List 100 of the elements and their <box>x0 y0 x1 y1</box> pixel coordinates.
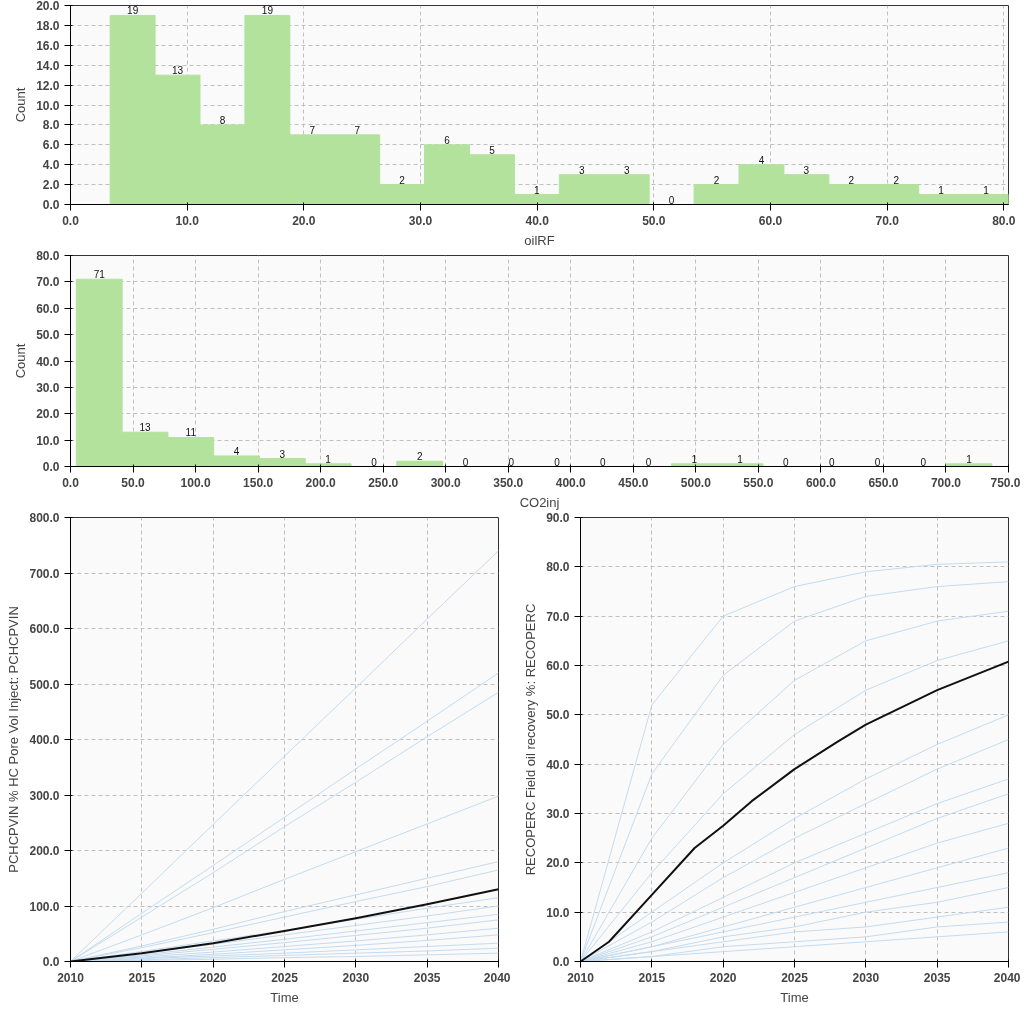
data-label: 3 <box>579 164 586 176</box>
data-label: 0 <box>554 456 561 468</box>
y-tick-label: 10.0 <box>36 98 60 113</box>
data-label: 11 <box>185 427 197 439</box>
x-axis-title: oilRF <box>524 232 555 248</box>
data-label: 0 <box>462 456 469 468</box>
x-tick-label: 2030 <box>852 970 880 985</box>
y-tick-label: 50.0 <box>546 708 570 723</box>
data-label: 0 <box>668 194 675 206</box>
x-tick-label: 250.0 <box>368 475 399 490</box>
data-label: 1 <box>691 453 698 465</box>
data-label: 3 <box>623 164 630 176</box>
y-axis-title: PCHCPVIN % HC Pore Vol Inject: PCHCPVIN <box>6 606 22 873</box>
data-label: 0 <box>645 456 652 468</box>
data-label: 71 <box>93 269 106 281</box>
y-axis-title: RECOPERC Field oil recovery %: RECOPERC <box>523 603 539 876</box>
data-label: 5 <box>489 144 496 156</box>
x-tick-label: 2035 <box>923 970 951 985</box>
y-tick-label: 20.0 <box>546 856 570 871</box>
data-label: 1 <box>983 184 990 196</box>
data-label: 0 <box>371 456 378 468</box>
data-label: 1 <box>325 453 332 465</box>
x-axis-title: Time <box>270 989 299 1005</box>
y-tick-label: 90.0 <box>546 511 570 525</box>
x-tick-label: 70.0 <box>875 213 900 228</box>
x-tick-label: 10.0 <box>175 213 200 228</box>
y-tick-label: 50.0 <box>36 328 60 343</box>
x-tick-label: 500.0 <box>680 475 712 490</box>
x-tick-label: 700.0 <box>930 475 962 490</box>
x-tick-label: 2040 <box>483 970 511 985</box>
data-label: 1 <box>534 184 541 196</box>
x-tick-label: 2020 <box>709 970 737 985</box>
data-label: 2 <box>893 174 900 186</box>
data-label: 1 <box>737 453 744 465</box>
x-tick-label: 50.0 <box>642 213 666 228</box>
y-tick-label: 70.0 <box>36 275 60 290</box>
y-tick-label: 0.0 <box>42 198 60 212</box>
y-tick-label: 500.0 <box>29 677 60 692</box>
y-tick-label: 10.0 <box>546 905 570 920</box>
x-tick-label: 2035 <box>413 970 441 985</box>
x-tick-label: 750.0 <box>990 475 1021 490</box>
x-tick-label: 650.0 <box>868 475 899 490</box>
y-tick-label: 300.0 <box>29 788 60 803</box>
x-tick-label: 150.0 <box>243 475 274 490</box>
data-label: 0 <box>874 456 881 468</box>
x-tick-label: 80.0 <box>992 213 1016 228</box>
y-tick-label: 80.0 <box>36 249 60 263</box>
x-tick-label: 2015 <box>638 970 666 985</box>
y-axis-title: Count <box>13 343 29 379</box>
y-tick-label: 14.0 <box>36 58 60 73</box>
x-tick-label: 0.0 <box>62 213 80 228</box>
x-tick-label: 40.0 <box>525 213 550 228</box>
y-tick-label: 20.0 <box>36 407 60 422</box>
y-tick-label: 2.0 <box>42 178 60 193</box>
data-label: 3 <box>803 164 810 176</box>
data-label: 7 <box>354 124 361 136</box>
y-tick-label: 0.0 <box>552 955 570 969</box>
x-tick-label: 100.0 <box>180 475 211 490</box>
y-tick-label: 60.0 <box>36 301 60 316</box>
x-tick-label: 20.0 <box>292 213 316 228</box>
data-label: 19 <box>127 5 139 17</box>
x-tick-label: 2015 <box>128 970 156 985</box>
y-tick-label: 100.0 <box>29 899 60 914</box>
y-tick-label: 18.0 <box>36 18 60 33</box>
x-tick-label: 2025 <box>781 970 809 985</box>
x-tick-label: 350.0 <box>493 475 524 490</box>
data-label: 0 <box>828 456 835 468</box>
y-tick-label: 8.0 <box>42 118 60 133</box>
y-tick-label: 40.0 <box>36 354 60 369</box>
x-tick-label: 30.0 <box>408 213 433 228</box>
y-tick-label: 700.0 <box>29 566 60 581</box>
y-tick-label: 30.0 <box>36 380 60 395</box>
x-tick-label: 2040 <box>993 970 1021 985</box>
x-tick-label: 2025 <box>271 970 299 985</box>
data-label: 13 <box>171 65 184 77</box>
y-tick-label: 0.0 <box>42 460 60 474</box>
y-tick-label: 400.0 <box>29 733 60 747</box>
x-tick-label: 60.0 <box>758 213 783 228</box>
y-tick-label: 4.0 <box>42 158 60 173</box>
x-tick-label: 2020 <box>199 970 227 985</box>
data-label: 0 <box>783 456 790 468</box>
x-tick-label: 2010 <box>567 970 595 985</box>
data-label: 1 <box>966 453 973 465</box>
data-label: 2 <box>399 174 406 186</box>
x-tick-label: 550.0 <box>743 475 774 490</box>
x-axis-title: Time <box>780 989 809 1005</box>
x-axis-title: CO2inj <box>519 494 560 510</box>
y-tick-label: 12.0 <box>36 78 60 93</box>
x-tick-label: 50.0 <box>121 475 146 490</box>
data-label: 19 <box>261 5 274 17</box>
x-tick-label: 0.0 <box>62 475 80 490</box>
y-tick-label: 200.0 <box>29 844 60 858</box>
data-label: 0 <box>920 456 927 468</box>
data-label: 1 <box>938 184 945 196</box>
y-tick-label: 80.0 <box>546 560 570 575</box>
y-axis-title: Count <box>13 87 29 123</box>
data-label: 2 <box>416 451 423 463</box>
y-tick-label: 70.0 <box>546 609 570 624</box>
data-label: 3 <box>279 448 286 460</box>
y-tick-label: 40.0 <box>546 757 570 772</box>
